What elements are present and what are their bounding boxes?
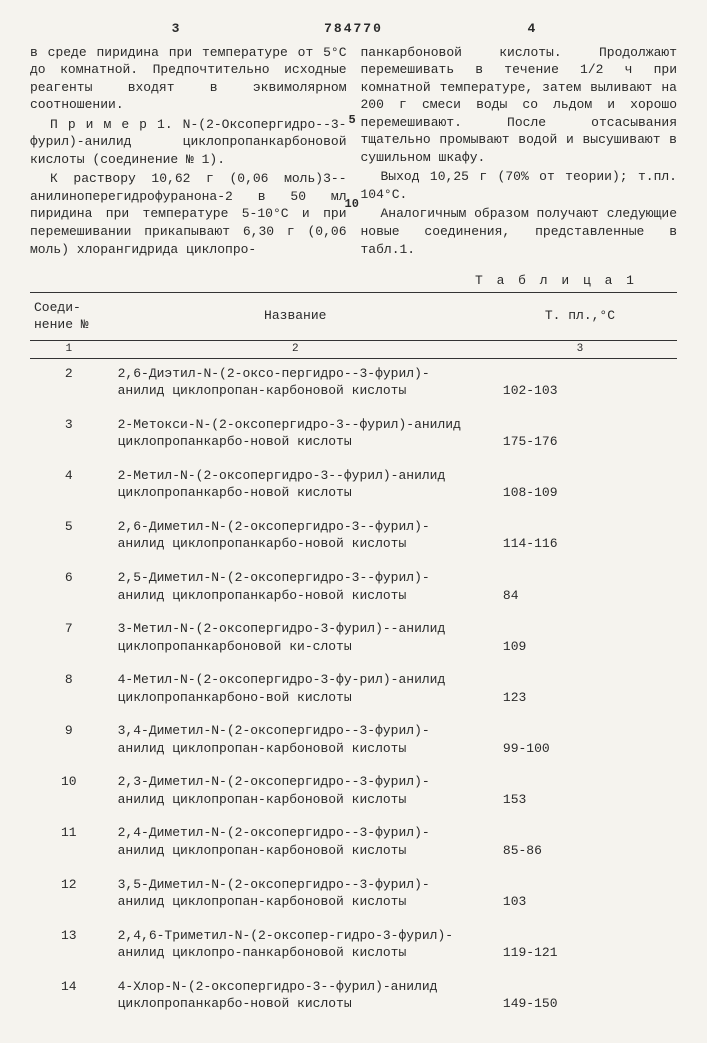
paragraph: панкарбоновой кислоты. Продолжают переме… xyxy=(361,44,678,167)
table-row: 42-Метил-N-(2-оксопергидро-3--фурил)-ани… xyxy=(30,461,677,512)
line-number: 10 xyxy=(345,196,359,212)
compound-number: 10 xyxy=(30,767,108,818)
page-number-left: 3 xyxy=(30,20,321,38)
compound-name: 2-Метокси-N-(2-оксопергидро-3--фурил)-ан… xyxy=(108,410,483,461)
compound-name: 2,3-Диметил-N-(2-оксопергидро--3-фурил)-… xyxy=(108,767,483,818)
paragraph: Выход 10,25 г (70% от теории); т.пл. 104… xyxy=(361,168,678,203)
melting-point: 153 xyxy=(483,767,677,818)
subheader: 1 xyxy=(30,340,108,358)
column-header-mp: Т. пл.,°С xyxy=(483,292,677,340)
compound-number: 9 xyxy=(30,716,108,767)
melting-point: 109 xyxy=(483,614,677,665)
melting-point: 114-116 xyxy=(483,512,677,563)
compound-number: 5 xyxy=(30,512,108,563)
compound-name: 3,4-Диметил-N-(2-оксопергидро--3-фурил)-… xyxy=(108,716,483,767)
melting-point: 119-121 xyxy=(483,921,677,972)
table-row: 123,5-Диметил-N-(2-оксопергидро--3-фурил… xyxy=(30,870,677,921)
paragraph: К раствору 10,62 г (0,06 моль)3--анилино… xyxy=(30,170,347,258)
subheader: 3 xyxy=(483,340,677,358)
table-row: 62,5-Диметил-N-(2-оксопергидро-3--фурил)… xyxy=(30,563,677,614)
compound-number: 2 xyxy=(30,358,108,410)
column-header-name: Название xyxy=(108,292,483,340)
paragraph: Аналогичным образом получают следующие н… xyxy=(361,205,678,258)
body-columns: в среде пиридина при температуре от 5°С … xyxy=(30,44,677,261)
melting-point: 149-150 xyxy=(483,972,677,1023)
melting-point: 84 xyxy=(483,563,677,614)
patent-number: 784770 xyxy=(324,20,383,38)
table-row: 84-Метил-N-(2-оксопергидро-3-фу-рил)-ани… xyxy=(30,665,677,716)
compound-name: 2,4,6-Триметил-N-(2-оксопер-гидро-3-фури… xyxy=(108,921,483,972)
melting-point: 175-176 xyxy=(483,410,677,461)
compound-name: 4-Метил-N-(2-оксопергидро-3-фу-рил)-анил… xyxy=(108,665,483,716)
compound-name: 2,5-Диметил-N-(2-оксопергидро-3--фурил)-… xyxy=(108,563,483,614)
table-row: 102,3-Диметил-N-(2-оксопергидро--3-фурил… xyxy=(30,767,677,818)
compound-number: 8 xyxy=(30,665,108,716)
table-body: 22,6-Диэтил-N-(2-оксо-пергидро--3-фурил)… xyxy=(30,358,677,1023)
compound-number: 7 xyxy=(30,614,108,665)
line-number: 5 xyxy=(349,112,356,128)
table-row: 93,4-Диметил-N-(2-оксопергидро--3-фурил)… xyxy=(30,716,677,767)
compound-number: 12 xyxy=(30,870,108,921)
table-row: 112,4-Диметил-N-(2-оксопергидро--3-фурил… xyxy=(30,818,677,869)
melting-point: 108-109 xyxy=(483,461,677,512)
compound-name: 3-Метил-N-(2-оксопергидро-3-фурил)--анил… xyxy=(108,614,483,665)
table-row: 132,4,6-Триметил-N-(2-оксопер-гидро-3-фу… xyxy=(30,921,677,972)
melting-point: 123 xyxy=(483,665,677,716)
table-caption: Т а б л и ц а 1 xyxy=(30,272,677,290)
melting-point: 85-86 xyxy=(483,818,677,869)
table-row: 73-Метил-N-(2-оксопергидро-3-фурил)--ани… xyxy=(30,614,677,665)
compound-name: 2,6-Диэтил-N-(2-оксо-пергидро--3-фурил)-… xyxy=(108,358,483,410)
melting-point: 103 xyxy=(483,870,677,921)
compound-number: 14 xyxy=(30,972,108,1023)
subheader: 2 xyxy=(108,340,483,358)
compound-number: 6 xyxy=(30,563,108,614)
compound-name: 2-Метил-N-(2-оксопергидро-3--фурил)-анил… xyxy=(108,461,483,512)
melting-point: 102-103 xyxy=(483,358,677,410)
compound-name: 2,4-Диметил-N-(2-оксопергидро--3-фурил)-… xyxy=(108,818,483,869)
compound-name: 4-Хлор-N-(2-оксопергидро-3--фурил)-анили… xyxy=(108,972,483,1023)
column-header-number: Соеди- нение № xyxy=(30,292,108,340)
left-column: в среде пиридина при температуре от 5°С … xyxy=(30,44,347,261)
table-row: 22,6-Диэтил-N-(2-оксо-пергидро--3-фурил)… xyxy=(30,358,677,410)
melting-point: 99-100 xyxy=(483,716,677,767)
right-column: 5 10 панкарбоновой кислоты. Продолжают п… xyxy=(361,44,678,261)
compound-number: 11 xyxy=(30,818,108,869)
compounds-table: Соеди- нение № Название Т. пл.,°С 1 2 3 … xyxy=(30,292,677,1023)
compound-number: 13 xyxy=(30,921,108,972)
compound-number: 4 xyxy=(30,461,108,512)
page-header: 3 784770 4 xyxy=(30,20,677,38)
table-row: 32-Метокси-N-(2-оксопергидро-3--фурил)-а… xyxy=(30,410,677,461)
page-number-right: 4 xyxy=(386,20,677,38)
compound-name: 3,5-Диметил-N-(2-оксопергидро--3-фурил)-… xyxy=(108,870,483,921)
paragraph: П р и м е р 1. N-(2-Оксопергидро--3-фури… xyxy=(30,116,347,169)
table-row: 144-Хлор-N-(2-оксопергидро-3--фурил)-ани… xyxy=(30,972,677,1023)
compound-number: 3 xyxy=(30,410,108,461)
paragraph: в среде пиридина при температуре от 5°С … xyxy=(30,44,347,114)
compound-name: 2,6-Диметил-N-(2-оксопергидро-3--фурил)-… xyxy=(108,512,483,563)
table-row: 52,6-Диметил-N-(2-оксопергидро-3--фурил)… xyxy=(30,512,677,563)
